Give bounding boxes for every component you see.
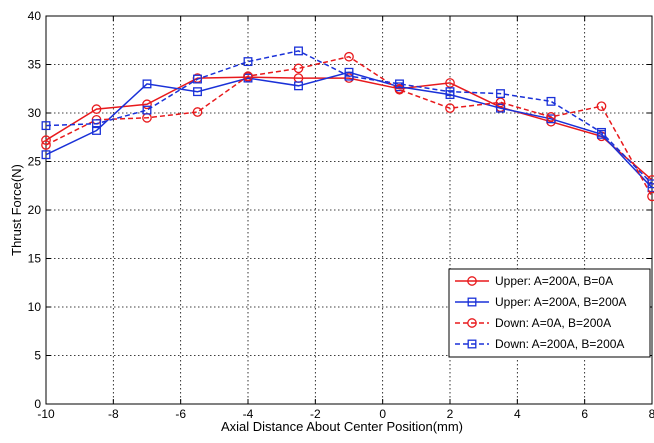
legend: Upper: A=200A, B=0A Upper: A=200A, B=200A… <box>448 268 651 358</box>
legend-item: Down: A=200A, B=200A <box>455 337 624 351</box>
data-point <box>546 112 556 122</box>
legend-item: Upper: A=200A, B=200A <box>455 295 626 309</box>
data-point <box>546 96 556 106</box>
y-tick-label: 5 <box>34 349 41 363</box>
x-tick-label: -8 <box>108 407 119 421</box>
data-point <box>92 126 101 135</box>
y-tick-label: 30 <box>28 106 42 120</box>
data-point <box>243 57 253 67</box>
data-point <box>495 97 506 108</box>
data-point <box>142 105 152 115</box>
data-point <box>395 79 404 89</box>
x-tick-label: -2 <box>310 407 321 421</box>
x-tick-label: 8 <box>649 407 654 421</box>
data-point <box>193 87 202 97</box>
series-layer <box>41 46 654 202</box>
y-axis-title: Thrust Force(N) <box>9 164 24 256</box>
y-tick-label: 0 <box>34 397 41 411</box>
data-point <box>496 89 505 99</box>
y-tick-label: 25 <box>28 155 42 169</box>
x-tick-label: 0 <box>379 407 386 421</box>
data-point <box>647 191 654 202</box>
legend-marker <box>467 297 477 307</box>
series-3 <box>41 51 654 202</box>
data-point <box>41 150 51 160</box>
data-point <box>243 71 253 81</box>
legend-box <box>448 268 651 358</box>
legend-label: Down: A=200A, B=200A <box>495 337 624 351</box>
data-point <box>41 121 51 131</box>
data-point <box>445 87 455 97</box>
data-point <box>445 103 455 114</box>
data-point <box>193 74 202 84</box>
data-point <box>596 101 607 112</box>
data-point <box>496 103 505 113</box>
x-tick-label: 6 <box>581 407 588 421</box>
x-tick-label: -4 <box>243 407 254 421</box>
legend-marker <box>467 339 477 349</box>
legend-label: Upper: A=200A, B=200A <box>495 295 626 309</box>
data-point <box>92 119 101 129</box>
y-tick-label: 35 <box>28 58 42 72</box>
data-point <box>445 78 455 88</box>
legend-label: Upper: A=200A, B=0A <box>495 274 613 288</box>
data-point <box>394 84 405 95</box>
y-tick-label: 15 <box>28 252 42 266</box>
legend-item: Upper: A=200A, B=0A <box>455 274 613 288</box>
x-axis-title: Axial Distance About Center Position(mm) <box>221 419 463 434</box>
series-line <box>45 55 653 197</box>
data-point <box>293 63 304 74</box>
data-point <box>294 81 303 91</box>
y-tick-label: 10 <box>28 300 42 314</box>
data-point <box>142 99 152 110</box>
data-point <box>142 79 152 89</box>
data-point <box>294 46 303 56</box>
y-tick-label: 20 <box>28 203 42 217</box>
x-tick-label: 4 <box>514 407 521 421</box>
data-point <box>91 104 102 114</box>
data-point <box>647 179 654 189</box>
x-tick-label: 2 <box>447 407 454 421</box>
series-4 <box>41 46 654 189</box>
data-point <box>41 140 51 150</box>
legend-marker <box>467 276 477 286</box>
x-tick-label: -10 <box>37 407 55 421</box>
data-point <box>597 127 606 137</box>
legend-marker <box>467 318 477 328</box>
data-point <box>344 71 354 81</box>
y-tick-label: 40 <box>28 9 42 23</box>
data-point <box>192 107 203 117</box>
data-point <box>344 51 354 62</box>
axes: -10 -8 -6 -4 -2 0 2 4 6 8 0 5 10 15 20 25 30 35 40 <box>28 9 654 421</box>
series-line <box>45 50 653 185</box>
legend-label: Down: A=0A, B=200A <box>495 316 611 330</box>
x-tick-label: -6 <box>175 407 186 421</box>
legend-item: Down: A=0A, B=200A <box>455 316 611 330</box>
